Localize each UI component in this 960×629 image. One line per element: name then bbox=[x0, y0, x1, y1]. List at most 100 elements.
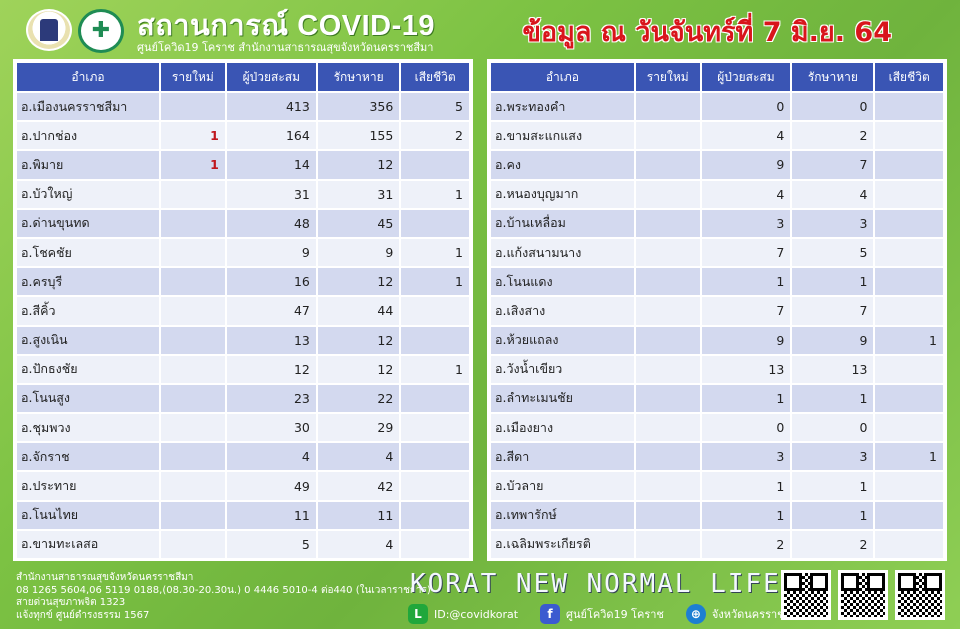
recovered-cell: 9 bbox=[317, 238, 400, 267]
table-row: อ.ขามทะเลสอ 5 4 bbox=[17, 530, 469, 558]
total-cases-cell: 49 bbox=[226, 472, 316, 500]
table-row: อ.พิมาย 1 14 12 bbox=[17, 151, 469, 179]
recovered-cell: 22 bbox=[317, 384, 400, 413]
recovered-cell: 12 bbox=[317, 326, 400, 354]
total-cases-cell: 1 bbox=[701, 501, 791, 529]
district-name-cell: อ.เสิงสาง bbox=[491, 297, 634, 325]
total-cases-cell: 1 bbox=[701, 472, 791, 500]
district-name-cell: อ.ครบุรี bbox=[17, 268, 159, 296]
page-subtitle: ศูนย์โควิด19 โคราช สำนักงานสาธารณสุขจังห… bbox=[137, 41, 434, 54]
column-district: อำเภอ bbox=[491, 63, 634, 91]
ministry-of-health-logo-icon: ✚ bbox=[78, 9, 124, 53]
total-cases-cell: 9 bbox=[701, 151, 791, 179]
recovered-cell: 12 bbox=[317, 151, 400, 179]
district-name-cell: อ.ด่านขุนทด bbox=[17, 209, 159, 237]
district-name-cell: อ.เมืองยาง bbox=[491, 414, 634, 442]
recovered-cell: 4 bbox=[317, 443, 400, 471]
recovered-cell: 11 bbox=[317, 501, 400, 529]
recovered-cell: 1 bbox=[792, 268, 874, 296]
column-new-cases: รายใหม่ bbox=[161, 63, 225, 91]
district-name-cell: อ.เฉลิมพระเกียรติ bbox=[491, 530, 634, 558]
table-row: อ.คง 9 7 bbox=[491, 151, 943, 179]
deaths-cell bbox=[875, 238, 943, 267]
globe-icon[interactable]: ⊕ bbox=[685, 604, 706, 624]
footer: สำนักงานสาธารณสุขจังหวัดนครราชสีมา 08 12… bbox=[0, 565, 960, 629]
new-cases-cell bbox=[161, 326, 225, 354]
facebook-icon[interactable]: f bbox=[540, 604, 561, 624]
qr-code-1[interactable] bbox=[781, 570, 831, 620]
table-row: อ.ปากช่อง 1 164 155 2 bbox=[17, 122, 469, 150]
recovered-cell: 7 bbox=[792, 151, 874, 179]
district-name-cell: อ.พิมาย bbox=[17, 151, 159, 179]
district-name-cell: อ.ประทาย bbox=[17, 472, 159, 500]
new-cases-cell bbox=[161, 93, 225, 121]
line-icon[interactable]: L bbox=[408, 604, 428, 624]
table-row: อ.แก้งสนามนาง 7 5 bbox=[491, 238, 943, 267]
recovered-cell: 1 bbox=[792, 472, 874, 500]
qr-code-3[interactable] bbox=[895, 570, 945, 620]
new-cases-cell bbox=[161, 501, 225, 529]
new-cases-cell bbox=[161, 472, 225, 500]
recovered-cell: 5 bbox=[792, 238, 874, 267]
table-row: อ.ห้วยแถลง 9 9 1 bbox=[491, 326, 943, 354]
slogan: KORAT NEW NORMAL LIFE bbox=[410, 569, 781, 599]
recovered-cell: 155 bbox=[317, 122, 400, 150]
deaths-cell bbox=[875, 268, 943, 296]
district-name-cell: อ.ขามทะเลสอ bbox=[17, 530, 159, 558]
complaint-hotline: แจ้งทุกข์ ศูนย์ดำรงธรรม 1567 bbox=[16, 609, 150, 621]
table-row: อ.ปักธงชัย 12 12 1 bbox=[17, 355, 469, 383]
total-cases-cell: 7 bbox=[701, 238, 791, 267]
new-cases-cell bbox=[635, 355, 700, 383]
new-cases-cell bbox=[161, 297, 225, 325]
new-cases-cell bbox=[635, 472, 700, 500]
total-cases-cell: 3 bbox=[701, 443, 791, 471]
deaths-cell: 1 bbox=[401, 268, 469, 296]
column-recovered: รักษาหาย bbox=[317, 63, 400, 91]
facebook-page[interactable]: ศูนย์โควิด19 โคราช bbox=[566, 608, 664, 621]
deaths-cell: 1 bbox=[875, 443, 943, 471]
district-name-cell: อ.ลำทะเมนชัย bbox=[491, 384, 634, 413]
total-cases-cell: 1 bbox=[701, 384, 791, 413]
new-cases-cell bbox=[161, 180, 225, 208]
deaths-cell bbox=[401, 414, 469, 442]
table-row: อ.โนนแดง 1 1 bbox=[491, 268, 943, 296]
new-cases-cell bbox=[635, 443, 700, 471]
total-cases-cell: 13 bbox=[701, 355, 791, 383]
table-row: อ.โชคชัย 9 9 1 bbox=[17, 238, 469, 267]
table-row: อ.สูงเนิน 13 12 bbox=[17, 326, 469, 354]
district-name-cell: อ.วังน้ำเขียว bbox=[491, 355, 634, 383]
new-cases-cell bbox=[635, 238, 700, 267]
table-row: อ.บ้านเหลื่อม 3 3 bbox=[491, 209, 943, 237]
district-name-cell: อ.บ้านเหลื่อม bbox=[491, 209, 634, 237]
district-name-cell: อ.บัวใหญ่ bbox=[17, 180, 159, 208]
recovered-cell: 2 bbox=[792, 122, 874, 150]
total-cases-cell: 3 bbox=[701, 209, 791, 237]
recovered-cell: 44 bbox=[317, 297, 400, 325]
total-cases-cell: 164 bbox=[226, 122, 316, 150]
district-name-cell: อ.จักราช bbox=[17, 443, 159, 471]
district-name-cell: อ.สีดา bbox=[491, 443, 634, 471]
line-id[interactable]: ID:@covidkorat bbox=[434, 607, 519, 621]
new-cases-cell: 1 bbox=[161, 122, 225, 150]
phone-numbers: 08 1265 5604,06 5119 0188,(08.30-20.30น.… bbox=[16, 584, 431, 596]
deaths-cell bbox=[875, 414, 943, 442]
district-name-cell: อ.สูงเนิน bbox=[17, 326, 159, 354]
new-cases-cell: 1 bbox=[161, 151, 225, 179]
district-name-cell: อ.โนนสูง bbox=[17, 384, 159, 413]
total-cases-cell: 16 bbox=[226, 268, 316, 296]
column-total-cases: ผู้ป่วยสะสม bbox=[701, 63, 791, 91]
district-name-cell: อ.ขามสะแกแสง bbox=[491, 122, 634, 150]
table-row: อ.ชุมพวง 30 29 bbox=[17, 414, 469, 442]
recovered-cell: 13 bbox=[792, 355, 874, 383]
new-cases-cell bbox=[161, 355, 225, 383]
deaths-cell bbox=[875, 122, 943, 150]
table-row: อ.บัวลาย 1 1 bbox=[491, 472, 943, 500]
recovered-cell: 3 bbox=[792, 209, 874, 237]
total-cases-cell: 2 bbox=[701, 530, 791, 558]
district-name-cell: อ.หนองบุญมาก bbox=[491, 180, 634, 208]
qr-code-2[interactable] bbox=[838, 570, 888, 620]
deaths-cell: 5 bbox=[401, 93, 469, 121]
column-new-cases: รายใหม่ bbox=[635, 63, 700, 91]
table-header-row: อำเภอ รายใหม่ ผู้ป่วยสะสม รักษาหาย เสียช… bbox=[17, 63, 469, 91]
deaths-cell bbox=[875, 501, 943, 529]
